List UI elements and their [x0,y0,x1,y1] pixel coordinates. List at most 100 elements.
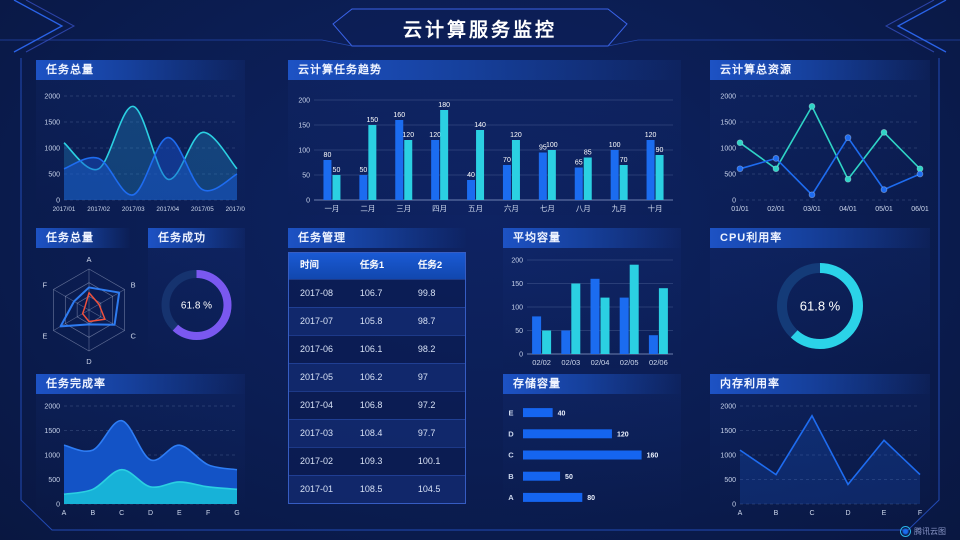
svg-text:05/01: 05/01 [875,206,893,213]
svg-text:85: 85 [584,150,592,157]
svg-text:F: F [43,280,48,289]
trend-bar-chart: 0 50 100 150 200 80 50 160 120 40 70 95 65 100 120 50 15… [288,86,681,214]
svg-text:九月: 九月 [612,204,627,213]
svg-text:A: A [738,510,743,517]
table-header: 时间 任务1 任务2 [289,253,465,279]
page-title: 云计算服务监控 [402,20,557,41]
svg-text:F: F [206,510,210,517]
svg-text:0: 0 [306,198,310,205]
panel-storage: 存储容量 E 40 D 120 C 160 B 50 A 80 [503,374,681,516]
svg-text:E: E [177,510,182,517]
svg-text:120: 120 [510,132,522,139]
svg-text:E: E [508,408,513,417]
table-row: 2017-01 108.5 104.5 [289,475,465,503]
svg-text:D: D [845,510,850,517]
svg-text:2000: 2000 [720,404,736,411]
task-success-gauge: 61.8 % [148,250,245,366]
svg-text:2017/05: 2017/05 [191,206,214,213]
panel-completion: 任务完成率 0 500 1000 1500 2000 A B C D E F G [36,374,245,518]
svg-text:A: A [508,493,514,502]
column-header-task1: 任务1 [359,260,385,271]
svg-text:120: 120 [402,132,414,139]
table-row: 2017-08 106.7 99.8 [289,279,465,307]
svg-text:61.8 %: 61.8 % [800,299,841,314]
cpu-gauge: 61.8 % [710,248,930,368]
svg-text:一月: 一月 [324,204,339,213]
panel-title-cpu: CPU利用率 [710,228,930,248]
svg-text:100: 100 [546,142,558,149]
svg-text:D: D [508,430,514,439]
svg-text:70: 70 [503,157,511,164]
svg-text:六月: 六月 [504,203,519,213]
svg-text:1000: 1000 [720,146,736,153]
svg-text:D: D [148,510,153,517]
svg-text:F: F [918,510,922,517]
svg-text:2017/04: 2017/04 [156,206,179,213]
svg-text:65: 65 [575,160,583,167]
svg-text:90: 90 [656,147,664,154]
watermark-label: 腾讯云图 [914,527,946,536]
svg-text:2017/03: 2017/03 [122,206,145,213]
svg-text:1000: 1000 [720,453,736,460]
svg-text:04/01: 04/01 [839,206,857,213]
panel-memory: 内存利用率 0 500 1000 1500 2000 A B C D E F [710,374,930,518]
svg-text:70: 70 [620,157,628,164]
memory-line-chart: 0 500 1000 1500 2000 A B C D E F [710,396,930,518]
svg-text:500: 500 [724,477,736,484]
panel-trend: 云计算任务趋势 0 50 100 150 200 80 50 160 120 40 70 95 65 10… [288,60,681,215]
panel-title-tasks-total: 任务总量 [36,60,245,80]
resources-line-chart: 0 500 1000 1500 2000 01/01 02/01 03/01 04/01 05/0… [710,86,930,214]
svg-text:120: 120 [429,132,441,139]
table-row: 2017-07 105.8 98.7 [289,307,465,335]
svg-text:200: 200 [298,98,310,105]
svg-text:500: 500 [48,477,60,484]
svg-text:2000: 2000 [720,94,736,101]
svg-text:50: 50 [565,474,573,481]
svg-text:0: 0 [519,352,523,359]
svg-text:B: B [774,510,779,517]
svg-text:160: 160 [393,112,405,119]
column-header-time: 时间 [300,260,320,271]
svg-text:180: 180 [438,102,450,109]
svg-text:G: G [234,510,239,517]
panel-title-radar: 任务总量 [36,228,130,248]
svg-text:100: 100 [511,305,523,312]
completion-area-chart: 0 500 1000 1500 2000 A B C D E F G [36,396,245,518]
svg-text:200: 200 [511,258,523,265]
svg-text:1000: 1000 [44,453,60,460]
svg-text:五月: 五月 [468,204,483,213]
svg-text:十月: 十月 [648,203,663,213]
svg-text:02/05: 02/05 [620,358,639,367]
svg-text:D: D [86,357,92,366]
svg-text:500: 500 [48,172,60,179]
svg-text:A: A [86,255,91,264]
svg-text:C: C [130,331,136,340]
svg-text:02/06: 02/06 [649,358,668,367]
svg-text:02/04: 02/04 [591,358,610,367]
panel-title-avg-capacity: 平均容量 [503,228,681,248]
svg-text:C: C [119,510,124,517]
panel-resources: 云计算总资源 0 500 1000 1500 2000 01/01 02/01 03/01 04… [710,60,930,215]
svg-text:120: 120 [645,132,657,139]
svg-text:01/01: 01/01 [731,206,749,213]
svg-text:40: 40 [558,410,566,417]
panel-title-task-table: 任务管理 [288,228,466,248]
svg-text:A: A [62,510,67,517]
svg-text:500: 500 [724,172,736,179]
svg-text:1500: 1500 [44,428,60,435]
svg-text:150: 150 [511,281,523,288]
panel-title-memory: 内存利用率 [710,374,930,394]
svg-text:2017/06: 2017/06 [226,206,245,213]
table-row: 2017-05 106.2 97 [289,363,465,391]
svg-text:06/01: 06/01 [911,206,929,213]
svg-text:B: B [508,472,514,481]
svg-text:1500: 1500 [44,120,60,127]
svg-text:0: 0 [56,198,60,205]
svg-text:E: E [882,510,887,517]
svg-text:0: 0 [56,502,60,509]
svg-text:03/01: 03/01 [803,206,821,213]
svg-text:2017/02: 2017/02 [87,206,110,213]
svg-text:160: 160 [647,453,659,460]
svg-text:八月: 八月 [576,204,591,213]
watermark: 腾讯云图 [900,526,946,537]
